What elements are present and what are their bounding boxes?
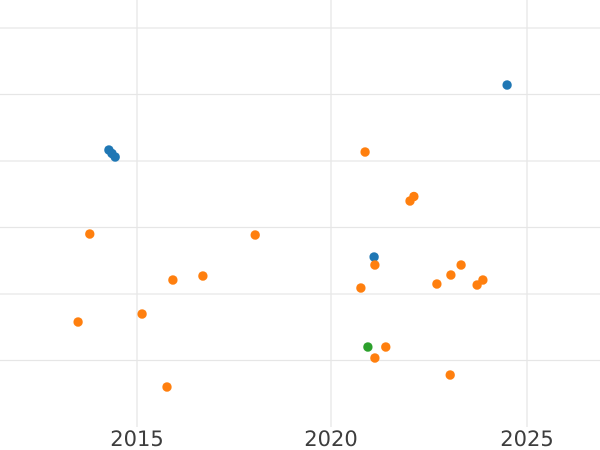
data-point-orange <box>445 370 455 380</box>
data-point-orange <box>73 317 83 327</box>
x-tick-label: 2015 <box>110 427 163 450</box>
data-point-orange <box>356 283 366 293</box>
data-point-orange <box>85 229 95 239</box>
data-point-orange <box>432 279 442 289</box>
data-point-orange <box>250 230 260 240</box>
data-point-orange <box>198 271 208 281</box>
data-point-orange <box>162 382 172 392</box>
data-point-orange <box>370 260 380 270</box>
data-point-orange <box>168 275 178 285</box>
data-point-orange <box>360 147 370 157</box>
data-point-blue <box>369 252 379 262</box>
x-tick-label: 2025 <box>500 427 553 450</box>
data-point-blue <box>502 80 512 90</box>
data-point-orange <box>456 260 466 270</box>
data-point-green <box>363 342 373 352</box>
data-point-orange <box>381 342 391 352</box>
x-tick-label: 2020 <box>304 427 357 450</box>
data-point-orange <box>137 309 147 319</box>
data-point-orange <box>370 353 380 363</box>
data-point-orange <box>478 275 488 285</box>
data-point-orange <box>446 270 456 280</box>
data-point-orange <box>409 191 419 202</box>
data-point-blue <box>110 152 120 162</box>
